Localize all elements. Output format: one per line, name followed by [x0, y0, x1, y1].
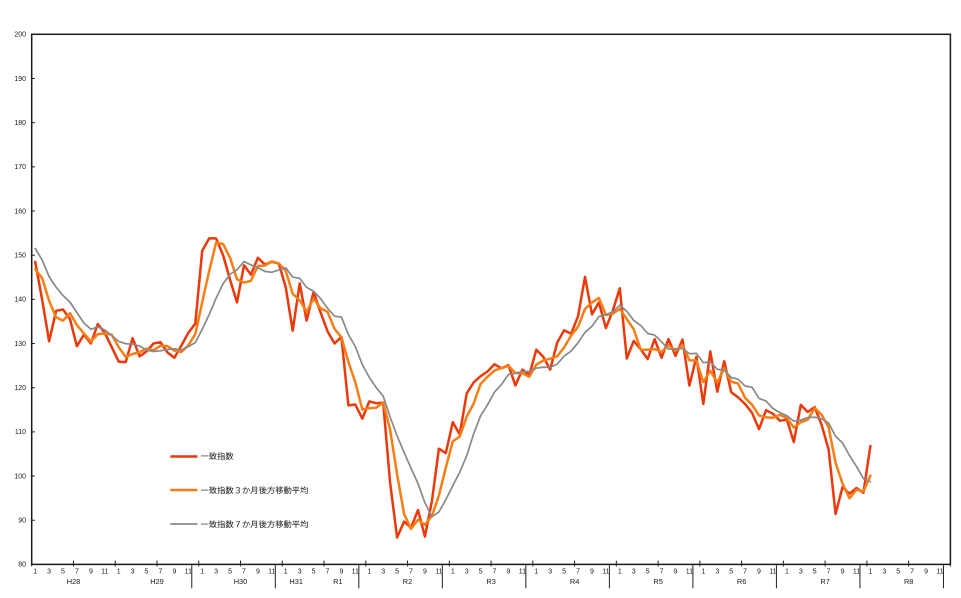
svg-text:9: 9 [256, 569, 260, 576]
svg-text:1: 1 [868, 569, 872, 576]
svg-text:1: 1 [785, 569, 789, 576]
svg-text:1: 1 [451, 569, 455, 576]
svg-text:140: 140 [14, 297, 26, 304]
svg-text:7: 7 [827, 569, 831, 576]
svg-text:5: 5 [813, 569, 817, 576]
svg-text:9: 9 [590, 569, 594, 576]
svg-text:190: 190 [14, 76, 26, 83]
svg-text:9: 9 [172, 569, 176, 576]
svg-text:200: 200 [14, 32, 26, 39]
svg-text:1: 1 [117, 569, 121, 576]
svg-text:1: 1 [701, 569, 705, 576]
svg-text:7: 7 [159, 569, 163, 576]
svg-text:H29: H29 [150, 577, 164, 586]
svg-text:9: 9 [89, 569, 93, 576]
svg-text:9: 9 [757, 569, 761, 576]
svg-text:5: 5 [312, 569, 316, 576]
svg-text:1: 1 [33, 569, 37, 576]
svg-text:3: 3 [298, 569, 302, 576]
svg-text:3: 3 [715, 569, 719, 576]
svg-text:110: 110 [15, 429, 26, 436]
svg-text:160: 160 [14, 208, 26, 215]
svg-text:9: 9 [841, 569, 845, 576]
svg-text:R1: R1 [333, 577, 342, 586]
svg-text:11: 11 [686, 569, 693, 576]
svg-text:9: 9 [674, 569, 678, 576]
svg-text:11: 11 [352, 569, 359, 576]
svg-text:3: 3 [632, 569, 636, 576]
svg-text:3: 3 [214, 569, 218, 576]
svg-text:9: 9 [924, 569, 928, 576]
svg-text:9: 9 [423, 569, 427, 576]
svg-text:1: 1 [367, 569, 371, 576]
svg-text:7: 7 [75, 569, 79, 576]
svg-text:90: 90 [18, 518, 26, 525]
svg-text:1: 1 [200, 569, 204, 576]
svg-text:5: 5 [896, 569, 900, 576]
svg-text:7: 7 [242, 569, 246, 576]
svg-text:11: 11 [101, 569, 108, 576]
svg-text:H28: H28 [67, 577, 81, 586]
svg-text:5: 5 [228, 569, 232, 576]
svg-text:7: 7 [576, 569, 580, 576]
svg-text:7: 7 [326, 569, 330, 576]
svg-text:3: 3 [381, 569, 385, 576]
svg-text:11: 11 [519, 569, 526, 576]
svg-text:1: 1 [284, 569, 288, 576]
svg-text:5: 5 [395, 569, 399, 576]
svg-text:9: 9 [507, 569, 511, 576]
svg-text:7: 7 [409, 569, 413, 576]
svg-text:R8: R8 [904, 577, 913, 586]
svg-text:120: 120 [14, 385, 26, 392]
svg-text:5: 5 [562, 569, 566, 576]
svg-text:11: 11 [936, 569, 943, 576]
svg-text:7: 7 [910, 569, 914, 576]
svg-text:9: 9 [339, 569, 343, 576]
svg-text:R2: R2 [403, 577, 412, 586]
svg-text:7: 7 [743, 569, 747, 576]
svg-text:3: 3 [799, 569, 803, 576]
svg-text:R3: R3 [486, 577, 495, 586]
svg-text:R7: R7 [820, 577, 829, 586]
svg-text:150: 150 [14, 252, 26, 259]
svg-text:11: 11 [185, 569, 192, 576]
svg-text:3: 3 [465, 569, 469, 576]
svg-text:R4: R4 [570, 577, 579, 586]
svg-text:H30: H30 [234, 577, 248, 586]
svg-text:11: 11 [268, 569, 275, 576]
svg-text:3: 3 [882, 569, 886, 576]
svg-text:80: 80 [18, 562, 26, 569]
svg-text:130: 130 [14, 341, 26, 348]
svg-text:1: 1 [618, 569, 622, 576]
svg-text:R6: R6 [737, 577, 746, 586]
svg-text:5: 5 [646, 569, 650, 576]
svg-text:11: 11 [769, 569, 776, 576]
svg-text:180: 180 [14, 120, 26, 127]
svg-text:170: 170 [14, 164, 26, 171]
svg-text:7: 7 [660, 569, 664, 576]
svg-text:1: 1 [534, 569, 538, 576]
svg-text:11: 11 [853, 569, 860, 576]
svg-text:3: 3 [131, 569, 135, 576]
svg-text:3: 3 [47, 569, 51, 576]
svg-text:H31: H31 [289, 577, 303, 586]
svg-text:5: 5 [61, 569, 65, 576]
svg-text:5: 5 [479, 569, 483, 576]
svg-text:3: 3 [548, 569, 552, 576]
svg-text:5: 5 [145, 569, 149, 576]
svg-text:11: 11 [602, 569, 609, 576]
svg-text:5: 5 [729, 569, 733, 576]
svg-text:100: 100 [14, 473, 26, 480]
svg-text:11: 11 [435, 569, 442, 576]
svg-text:7: 7 [493, 569, 497, 576]
svg-text:R5: R5 [653, 577, 662, 586]
